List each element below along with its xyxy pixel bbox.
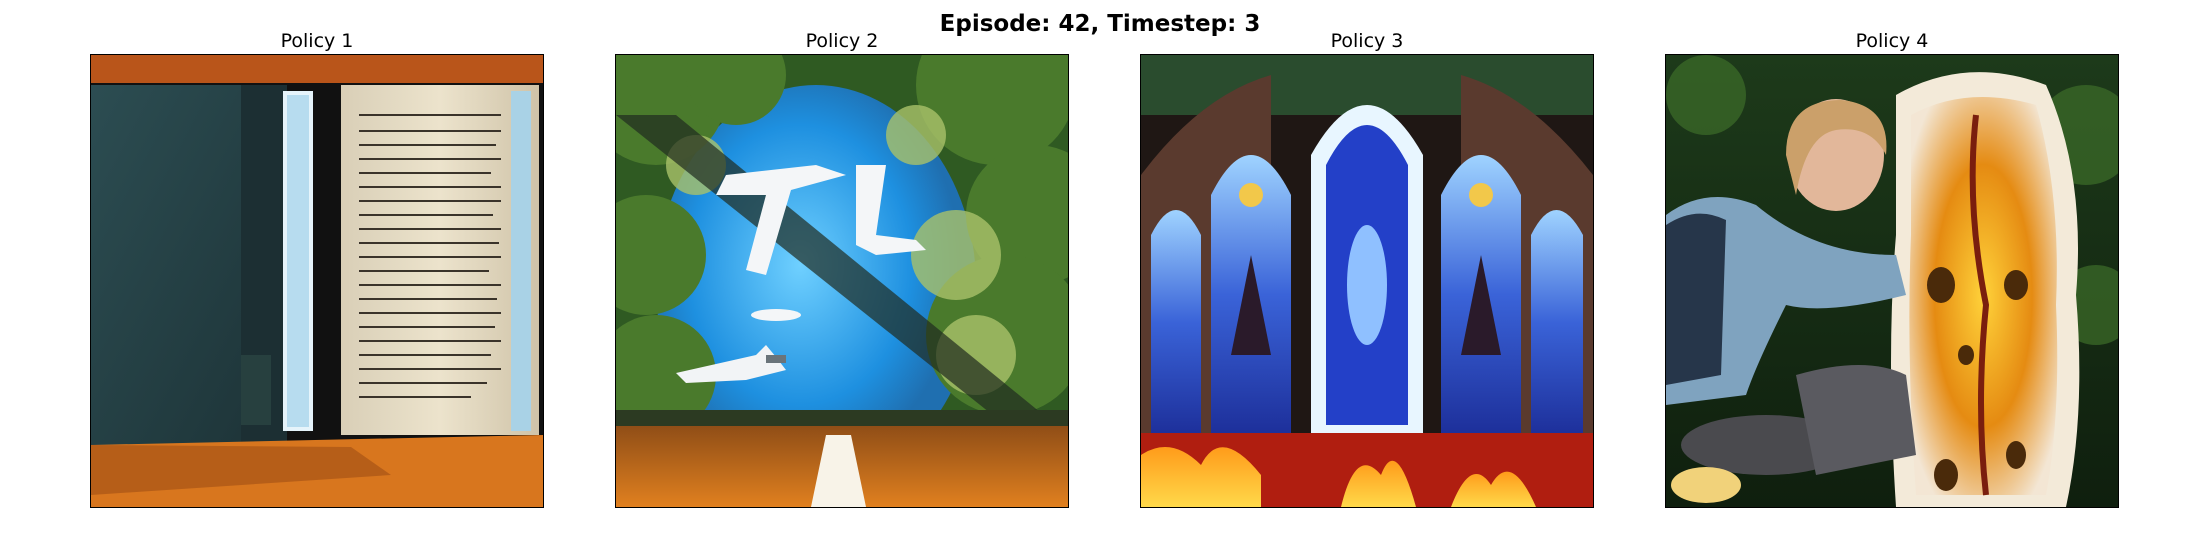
panel-policy-3: Policy 3 <box>1140 28 1594 508</box>
panel-policy-4: Policy 4 <box>1665 28 2119 508</box>
image-frame <box>90 54 544 508</box>
image-frame <box>615 54 1069 508</box>
panel-title: Policy 2 <box>805 30 879 52</box>
panel-title: Policy 4 <box>1855 30 1929 52</box>
stained-glass-image <box>1141 55 1593 507</box>
book-image <box>91 55 543 507</box>
panel-title: Policy 1 <box>280 30 354 52</box>
image-frame <box>1665 54 2119 508</box>
forest-sky-image <box>616 55 1068 507</box>
figure-title: Episode: 42, Timestep: 3 <box>939 11 1261 37</box>
image-frame <box>1140 54 1594 508</box>
panel-title: Policy 3 <box>1330 30 1404 52</box>
glowing-wall-image <box>1666 55 2118 507</box>
panel-policy-2: Policy 2 <box>615 28 1069 508</box>
panel-policy-1: Policy 1 <box>90 28 544 508</box>
